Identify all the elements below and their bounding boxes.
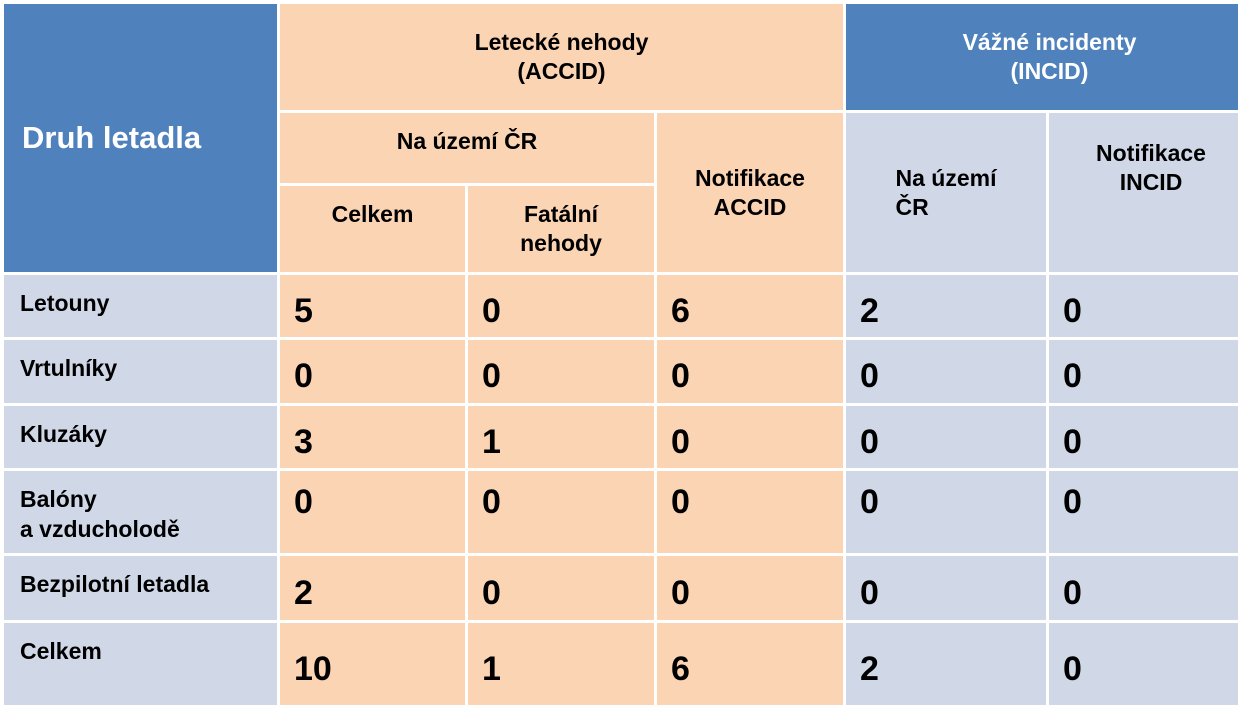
cell-value: 0	[860, 357, 879, 395]
cell-value: 0	[671, 573, 690, 612]
row-label-text: Bezpilotní letadla	[20, 571, 210, 597]
cell-value: 3	[294, 422, 313, 461]
cell-value: 0	[1063, 291, 1082, 330]
cell-value: 0	[294, 357, 313, 395]
table-cell: 3	[280, 406, 465, 468]
table-cell: 2	[846, 275, 1046, 337]
subheader-accid-territory: Na území ČR	[280, 113, 654, 183]
header-text: Fatální	[523, 201, 599, 227]
header-text: Na území ČR	[396, 128, 538, 154]
cell-value: 6	[671, 649, 690, 688]
cell-value: 0	[482, 483, 501, 521]
header-text: Celkem	[331, 201, 414, 227]
cell-value: 0	[671, 422, 690, 461]
table-cell: 2	[280, 556, 465, 620]
column-header-incid-notification: Notifikace INCID	[1049, 113, 1238, 272]
cell-value: 0	[1063, 483, 1082, 521]
cell-value: 2	[860, 291, 879, 330]
cell-value: 1	[482, 422, 501, 461]
table-cell: 0	[468, 275, 654, 337]
table-cell: 6	[657, 275, 843, 337]
column-header-accid-total: Celkem	[280, 186, 465, 272]
cell-value: 2	[860, 649, 879, 688]
row-label: Balóny a vzducholodě	[4, 471, 277, 553]
cell-value: 0	[1063, 357, 1082, 395]
header-text: ČR	[895, 193, 929, 220]
cell-value: 0	[671, 483, 690, 521]
column-header-accid-notification: Notifikace ACCID	[657, 113, 843, 272]
table-cell: 0	[657, 406, 843, 468]
header-text: Vážné incidenty	[962, 29, 1137, 56]
row-label-text: Kluzáky	[20, 421, 107, 447]
row-label-text: Balóny	[20, 486, 97, 512]
header-text: (INCID)	[1010, 58, 1089, 84]
row-label: Bezpilotní letadla	[4, 556, 277, 620]
table-cell: 0	[657, 340, 843, 403]
table-cell: 0	[468, 471, 654, 553]
table-cell: 0	[846, 406, 1046, 468]
cell-value: 0	[482, 291, 501, 330]
table-cell: 6	[657, 623, 843, 705]
row-label-text: Letouny	[20, 290, 110, 316]
header-text: nehody	[520, 229, 602, 256]
cell-value: 0	[671, 357, 690, 395]
row-label-text: Celkem	[20, 638, 102, 664]
cell-value: 6	[671, 291, 690, 330]
column-header-accid-fatal: Fatální nehody	[468, 186, 654, 272]
cell-value: 0	[860, 422, 879, 461]
table-cell: 0	[657, 556, 843, 620]
cell-value: 0	[482, 357, 501, 395]
group-header-accid: Letecké nehody (ACCID)	[280, 4, 843, 110]
cell-value: 2	[294, 573, 313, 612]
row-label: Vrtulníky	[4, 340, 277, 403]
table-cell: 1	[468, 406, 654, 468]
table-cell: 5	[280, 275, 465, 337]
table-cell: 0	[1049, 556, 1238, 620]
table-cell: 0	[280, 340, 465, 403]
cell-value: 0	[860, 483, 879, 521]
group-header-incid: Vážné incidenty (INCID)	[846, 4, 1238, 110]
cell-value: 0	[1063, 422, 1082, 461]
header-text: Notifikace	[1096, 140, 1206, 166]
cell-value: 0	[860, 573, 879, 612]
cell-value: 0	[294, 483, 313, 521]
cell-value: 0	[482, 573, 501, 612]
cell-value: 10	[294, 649, 332, 688]
table-cell: 0	[1049, 340, 1238, 403]
row-label: Kluzáky	[4, 406, 277, 468]
table-cell: 0	[1049, 471, 1238, 553]
table-cell: 0	[846, 340, 1046, 403]
table-cell: 0	[468, 556, 654, 620]
table-cell: 0	[657, 471, 843, 553]
table-cell: 2	[846, 623, 1046, 705]
cell-value: 1	[482, 649, 501, 688]
table-cell: 0	[280, 471, 465, 553]
column-header-incid-territory: Na území ČR	[846, 113, 1046, 272]
header-text: Notifikace	[695, 164, 805, 191]
cell-value: 5	[294, 291, 313, 330]
cell-value: 0	[1063, 649, 1082, 688]
table-cell: 10	[280, 623, 465, 705]
table-cell: 0	[1049, 406, 1238, 468]
table-cell: 1	[468, 623, 654, 705]
row-label: Letouny	[4, 275, 277, 337]
header-text: (ACCID)	[517, 58, 606, 84]
table-cell: 0	[468, 340, 654, 403]
header-text: ACCID	[713, 193, 787, 220]
column-header-aircraft-type: Druh letadla	[4, 4, 277, 272]
row-label-text: a vzducholodě	[20, 515, 180, 542]
cell-value: 0	[1063, 573, 1082, 612]
header-text: INCID	[1119, 168, 1183, 195]
table-cell: 0	[1049, 275, 1238, 337]
header-text: Letecké nehody	[474, 29, 649, 56]
table-cell: 0	[1049, 623, 1238, 705]
table-cell: 0	[846, 556, 1046, 620]
table-cell: 0	[846, 471, 1046, 553]
row-label: Celkem	[4, 623, 277, 705]
row-label-text: Vrtulníky	[20, 355, 118, 381]
header-text: Druh letadla	[22, 120, 202, 155]
aircraft-incidents-table: Druh letadla Letecké nehody (ACCID) Vážné…	[4, 4, 1238, 705]
header-text: Na území	[895, 164, 997, 191]
